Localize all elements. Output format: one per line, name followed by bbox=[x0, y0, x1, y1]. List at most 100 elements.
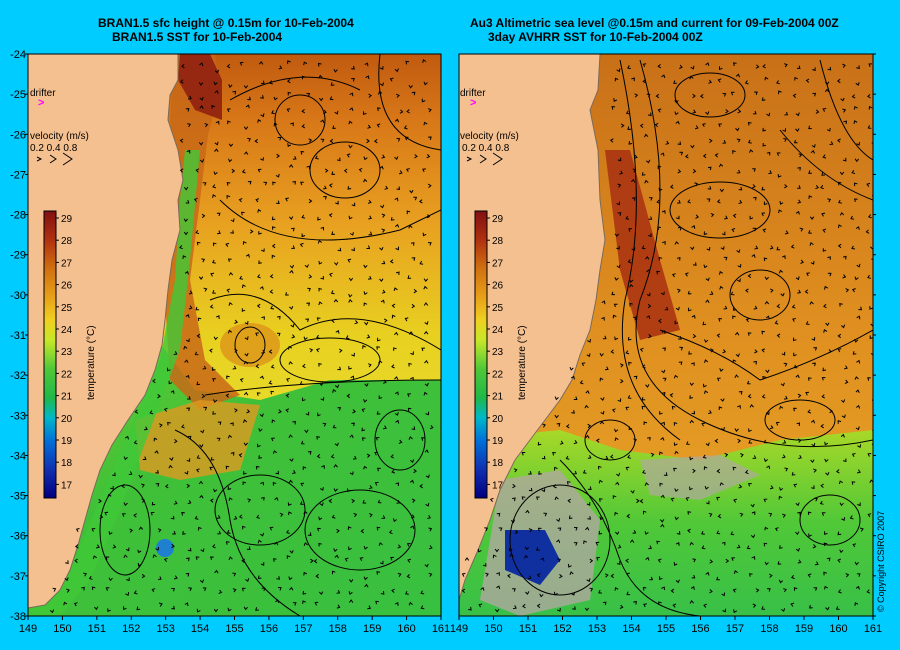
left-lon-tick-label: 155 bbox=[225, 623, 243, 635]
velocity-arrow bbox=[774, 527, 779, 532]
velocity-arrow bbox=[380, 299, 385, 304]
left-lon-tick-label: 161 bbox=[432, 623, 450, 635]
velocity-arrow bbox=[689, 541, 694, 546]
velocity-arrow bbox=[708, 512, 713, 517]
velocity-arrow bbox=[761, 212, 766, 217]
velocity-arrow bbox=[722, 140, 727, 144]
velocity-arrow bbox=[790, 244, 795, 249]
velocity-arrow bbox=[351, 202, 356, 207]
velocity-arrow bbox=[411, 426, 416, 430]
right-lon-tick-label: 154 bbox=[622, 623, 640, 635]
velocity-arrow bbox=[350, 375, 355, 380]
velocity-arrow bbox=[324, 168, 329, 173]
velocity-arrow bbox=[619, 170, 623, 175]
velocity-arrow bbox=[658, 256, 663, 261]
velocity-arrow bbox=[411, 498, 416, 503]
velocity-arrow bbox=[733, 609, 738, 614]
velocity-arrow bbox=[197, 317, 202, 322]
velocity-arrow bbox=[730, 291, 735, 296]
velocity-arrow bbox=[428, 545, 433, 550]
velocity-arrow bbox=[805, 321, 810, 325]
right-velocity-label: velocity (m/s) bbox=[460, 131, 519, 142]
velocity-arrow bbox=[214, 141, 219, 146]
velocity-arrow bbox=[735, 353, 740, 358]
velocity-arrow bbox=[689, 456, 694, 461]
velocity-arrow bbox=[747, 139, 752, 144]
velocity-arrow bbox=[754, 349, 758, 354]
velocity-arrow bbox=[571, 409, 575, 414]
left-lon-tick-label: 158 bbox=[329, 623, 347, 635]
velocity-arrow bbox=[489, 497, 494, 503]
velocity-arrow bbox=[692, 168, 697, 174]
velocity-arrow bbox=[290, 323, 295, 328]
velocity-arrow bbox=[246, 546, 251, 550]
velocity-arrow bbox=[188, 305, 193, 310]
velocity-arrow bbox=[851, 94, 856, 99]
velocity-arrow bbox=[410, 514, 415, 519]
velocity-arrow bbox=[201, 213, 206, 219]
velocity-arrow bbox=[845, 288, 850, 293]
velocity-arrow bbox=[815, 184, 820, 190]
velocity-arrow bbox=[660, 436, 665, 441]
velocity-arrow bbox=[243, 391, 249, 396]
right-cloud-mask-2 bbox=[640, 455, 760, 500]
velocity-arrow bbox=[238, 198, 243, 203]
velocity-arrow bbox=[674, 450, 679, 455]
velocity-arrow bbox=[631, 197, 636, 201]
velocity-arrow bbox=[810, 459, 815, 464]
velocity-arrow bbox=[425, 474, 430, 479]
left-cbar-tick-label: 17 bbox=[61, 480, 73, 491]
velocity-arrow bbox=[408, 362, 412, 367]
velocity-arrow bbox=[703, 383, 707, 388]
velocity-arrow bbox=[152, 378, 156, 384]
velocity-arrow bbox=[662, 240, 666, 245]
velocity-arrow bbox=[867, 274, 871, 279]
velocity-arrow bbox=[604, 366, 609, 371]
velocity-arrow bbox=[319, 502, 324, 507]
velocity-arrow bbox=[617, 183, 622, 188]
velocity-arrow bbox=[376, 526, 381, 531]
velocity-arrow bbox=[228, 271, 234, 276]
velocity-arrow bbox=[793, 364, 798, 369]
velocity-arrow bbox=[858, 306, 863, 311]
velocity-arrow bbox=[559, 574, 563, 579]
velocity-arrow bbox=[396, 93, 400, 98]
velocity-arrow bbox=[379, 278, 384, 283]
velocity-arrow bbox=[245, 104, 250, 109]
velocity-arrow bbox=[769, 485, 774, 490]
velocity-arrow bbox=[753, 305, 758, 310]
velocity-arrow bbox=[751, 555, 756, 560]
velocity-arrow bbox=[625, 110, 630, 115]
right-lon-tick-label: 152 bbox=[553, 623, 571, 635]
velocity-arrow bbox=[776, 304, 781, 309]
velocity-arrow bbox=[645, 384, 650, 388]
velocity-arrow bbox=[719, 270, 724, 275]
velocity-arrow bbox=[748, 573, 753, 577]
velocity-arrow bbox=[228, 143, 234, 148]
velocity-arrow bbox=[601, 316, 605, 321]
right-cbar-tick-label: 23 bbox=[492, 347, 504, 358]
velocity-arrow bbox=[673, 467, 677, 472]
velocity-arrow bbox=[764, 526, 769, 531]
velocity-arrow bbox=[616, 245, 620, 250]
velocity-arrow bbox=[427, 514, 431, 519]
velocity-arrow bbox=[853, 182, 858, 187]
velocity-arrow bbox=[367, 275, 372, 280]
velocity-arrow bbox=[808, 195, 813, 199]
velocity-arrow bbox=[187, 500, 192, 505]
velocity-arrow bbox=[259, 413, 264, 418]
velocity-arrow bbox=[676, 256, 681, 261]
velocity-arrow bbox=[762, 375, 766, 380]
velocity-arrow bbox=[183, 186, 189, 191]
velocity-arrow bbox=[381, 213, 386, 218]
velocity-arrow bbox=[306, 165, 311, 170]
velocity-arrow bbox=[643, 603, 647, 608]
velocity-arrow bbox=[657, 108, 662, 113]
velocity-arrow bbox=[585, 526, 590, 531]
velocity-arrow bbox=[367, 199, 372, 204]
velocity-arrow bbox=[398, 170, 403, 175]
velocity-arrow bbox=[783, 184, 788, 189]
velocity-arrow bbox=[369, 513, 373, 518]
velocity-arrow bbox=[730, 91, 735, 96]
velocity-arrow bbox=[761, 330, 765, 335]
